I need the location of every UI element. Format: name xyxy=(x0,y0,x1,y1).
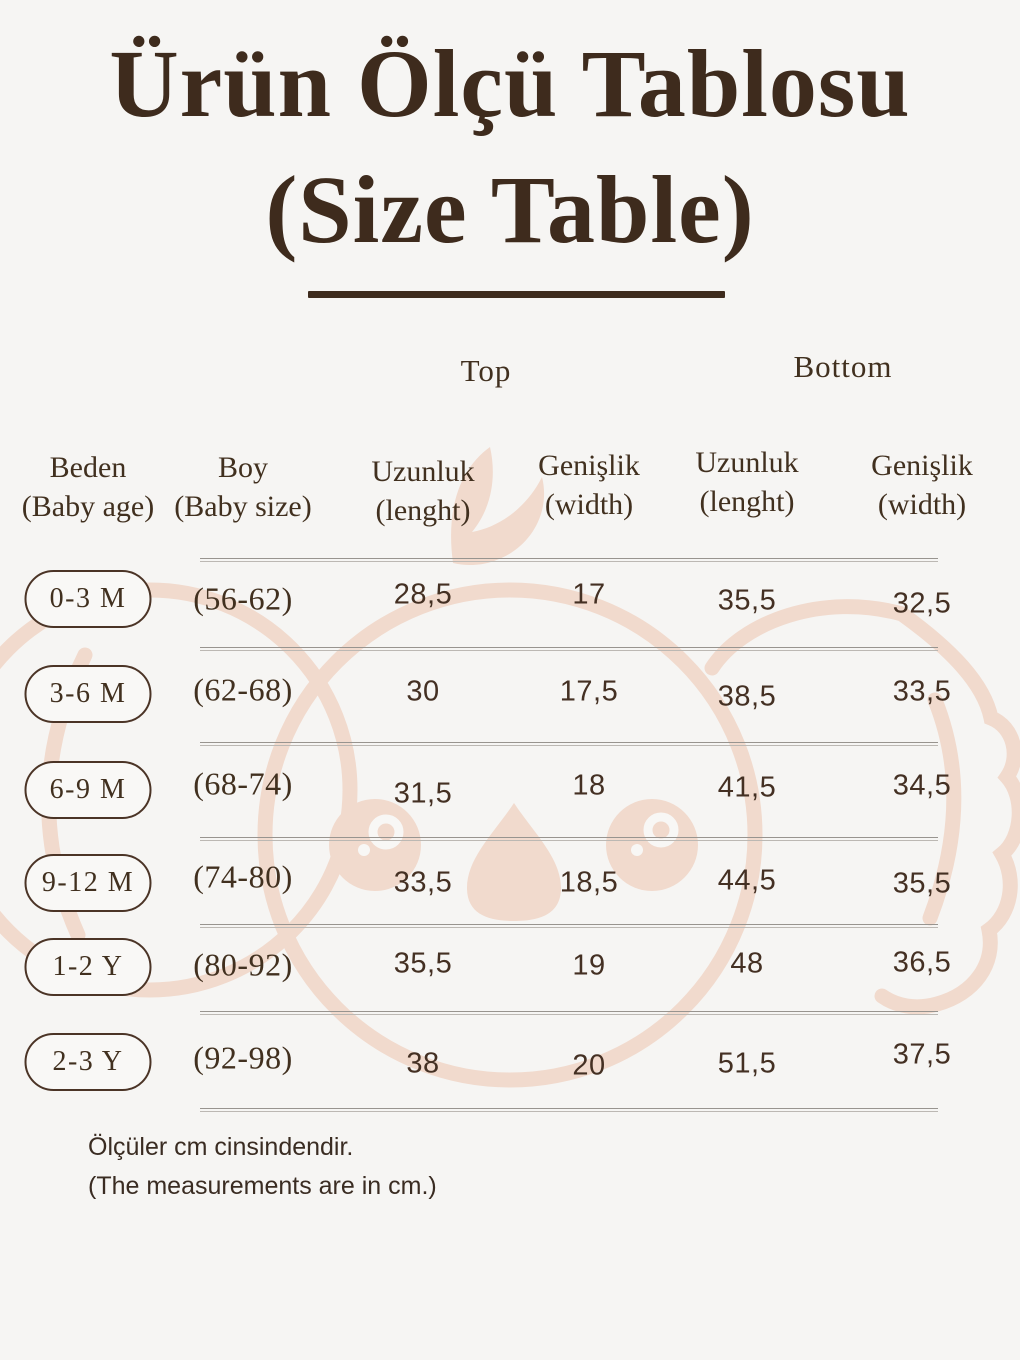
bottom-length-cell: 35,5 xyxy=(717,584,777,617)
size-badge-label: 3-6 M xyxy=(49,678,127,709)
size-badge: 1-2 Y xyxy=(24,938,152,996)
boy-cell: (80-92) xyxy=(193,946,293,983)
separator-line xyxy=(200,742,938,746)
separator-line xyxy=(200,1011,938,1015)
size-badge: 2-3 Y xyxy=(24,1033,152,1091)
bottom-width-cell: 35,5 xyxy=(892,867,952,900)
separator-line xyxy=(200,1108,938,1112)
size-badge: 3-6 M xyxy=(24,665,152,723)
separator-line xyxy=(200,558,938,562)
top-width-cell: 19 xyxy=(572,949,606,982)
column-header-line: Uzunluk xyxy=(371,455,475,488)
column-header-boy: Boy (Baby size) xyxy=(174,448,311,526)
top-length-cell: 38 xyxy=(406,1047,440,1080)
bottom-length-cell: 51,5 xyxy=(717,1047,777,1080)
separator-line xyxy=(200,924,938,928)
column-header-line: Uzunluk xyxy=(695,446,799,479)
bottom-width-cell: 36,5 xyxy=(892,946,952,979)
column-header-line: Beden xyxy=(49,451,127,484)
bottom-width-cell: 32,5 xyxy=(892,587,952,620)
column-header-line: Boy xyxy=(217,451,269,484)
page-subtitle: (Size Table) xyxy=(265,156,755,263)
size-badge: 0-3 M xyxy=(24,570,152,628)
top-width-cell: 17,5 xyxy=(559,675,619,708)
top-width-cell: 18,5 xyxy=(559,866,619,899)
top-width-cell: 20 xyxy=(572,1049,606,1082)
boy-cell: (92-98) xyxy=(193,1039,293,1076)
bottom-length-cell: 48 xyxy=(730,947,764,980)
size-badge-label: 6-9 M xyxy=(49,774,127,805)
size-badge-label: 1-2 Y xyxy=(52,951,124,982)
top-length-cell: 35,5 xyxy=(393,947,453,980)
bottom-width-cell: 34,5 xyxy=(892,769,952,802)
boy-cell: (56-62) xyxy=(193,580,293,617)
bottom-length-cell: 38,5 xyxy=(717,680,777,713)
footer-note-en: (The measurements are in cm.) xyxy=(88,1172,437,1200)
top-length-cell: 31,5 xyxy=(393,777,453,810)
column-header-line: (width) xyxy=(544,488,634,521)
top-length-cell: 30 xyxy=(406,675,440,708)
column-header-top-genislik: Genişlik (width) xyxy=(538,446,640,524)
boy-cell: (68-74) xyxy=(193,765,293,802)
group-header-top: Top xyxy=(460,353,512,388)
column-header-line: (width) xyxy=(877,488,967,521)
column-header-line: (lenght) xyxy=(375,494,471,527)
separator-line xyxy=(200,837,938,841)
boy-cell: (74-80) xyxy=(193,858,293,895)
column-header-beden: Beden (Baby age) xyxy=(22,448,154,526)
bottom-length-cell: 44,5 xyxy=(717,864,777,897)
size-badge-label: 2-3 Y xyxy=(52,1046,124,1077)
page-title: Ürün Ölçü Tablosu xyxy=(109,30,911,137)
footer-note-tr: Ölçüler cm cinsindendir. xyxy=(88,1133,354,1161)
top-length-cell: 33,5 xyxy=(393,866,453,899)
size-badge: 6-9 M xyxy=(24,761,152,819)
group-header-bottom: Bottom xyxy=(793,349,893,384)
column-header-line: Genişlik xyxy=(871,449,973,482)
column-header-line: Genişlik xyxy=(538,449,640,482)
top-width-cell: 18 xyxy=(572,769,606,802)
size-badge: 9-12 M xyxy=(24,854,152,912)
column-header-bottom-uzunluk: Uzunluk (lenght) xyxy=(695,443,798,521)
top-width-cell: 17 xyxy=(572,578,606,611)
boy-cell: (62-68) xyxy=(193,671,293,708)
title-underline xyxy=(308,291,725,298)
size-badge-label: 9-12 M xyxy=(41,867,135,898)
column-header-line: (Baby age) xyxy=(21,490,155,523)
column-header-line: (lenght) xyxy=(699,485,795,518)
separator-line xyxy=(200,647,938,651)
top-length-cell: 28,5 xyxy=(393,578,453,611)
column-header-line: (Baby size) xyxy=(174,490,312,523)
bottom-width-cell: 37,5 xyxy=(892,1038,952,1071)
size-badge-label: 0-3 M xyxy=(49,583,127,614)
bottom-length-cell: 41,5 xyxy=(717,771,777,804)
bottom-width-cell: 33,5 xyxy=(892,675,952,708)
column-header-top-uzunluk: Uzunluk (lenght) xyxy=(371,452,474,530)
column-header-bottom-genislik: Genişlik (width) xyxy=(871,446,973,524)
